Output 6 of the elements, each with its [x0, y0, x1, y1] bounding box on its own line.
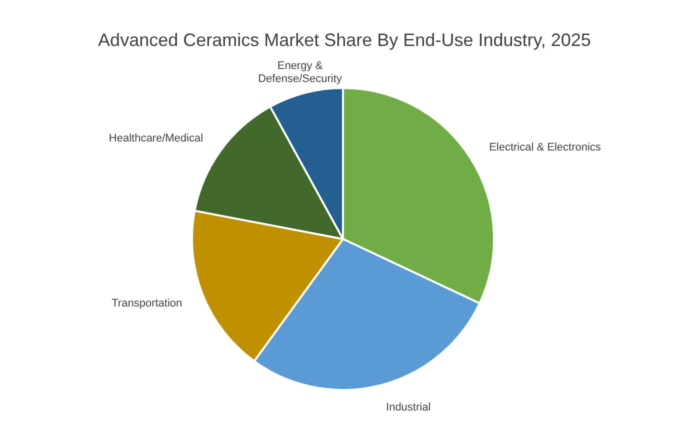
slice-label: Transportation: [112, 298, 182, 310]
slice-label: Electrical & Electronics: [489, 141, 602, 154]
chart-title: Advanced Ceramics Market Share By End-Use Industry, 2025: [98, 30, 591, 50]
slice-label: Energy & Defense/Security: [258, 60, 342, 85]
slice-label: Healthcare/Medical: [108, 132, 204, 144]
slice-label: Industrial: [386, 402, 431, 414]
